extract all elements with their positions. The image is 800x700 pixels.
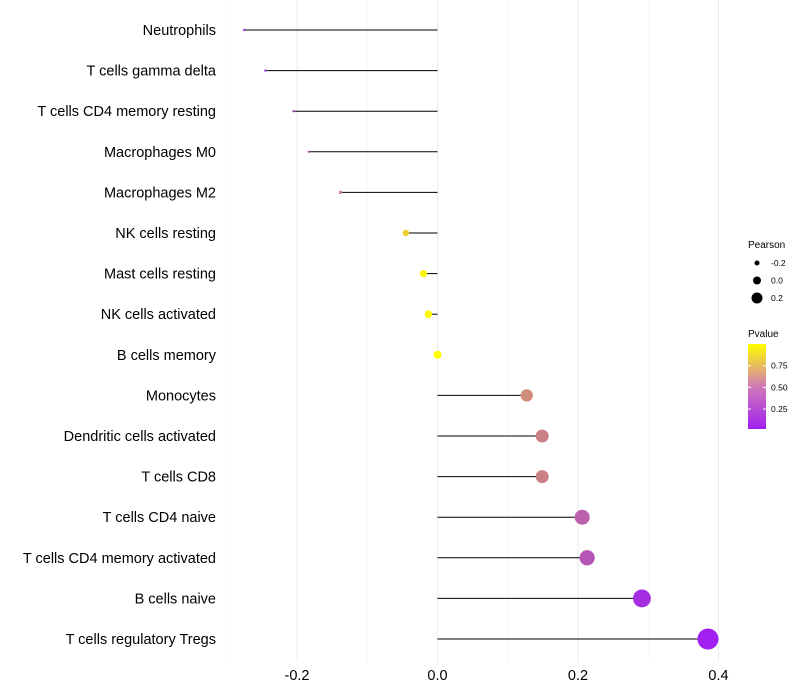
x-tick-label: -0.2 [285, 668, 310, 684]
legend: Pearson -0.2 0.0 0.2 Pvalue 0.75 0.50 0.25 [748, 240, 788, 429]
data-point [520, 389, 533, 402]
data-point [402, 229, 410, 237]
legend-color-title: Pvalue [748, 329, 779, 340]
category-label: B cells naive [135, 591, 216, 607]
data-point [574, 509, 590, 525]
legend-color-label: 0.25 [771, 404, 788, 414]
data-point [535, 470, 549, 484]
legend-color-label: 0.50 [771, 382, 788, 392]
legend-color-bar [748, 344, 766, 429]
marks: Neutrophils T cells gamma delta T cells CD… [23, 23, 719, 650]
data-point [632, 589, 651, 608]
category-label: T cells CD4 memory activated [23, 551, 216, 567]
category-label: NK cells resting [115, 226, 216, 242]
category-label: T cells CD4 memory resting [37, 104, 216, 120]
grid [226, 0, 719, 662]
x-tick-label: 0.4 [708, 668, 728, 684]
data-point [419, 269, 428, 278]
data-point [243, 28, 246, 32]
legend-size-label: 0.0 [771, 276, 783, 286]
legend-size-key [753, 276, 761, 285]
category-label: Neutrophils [143, 23, 216, 39]
data-point [579, 550, 595, 566]
category-label: Macrophages M0 [104, 145, 216, 161]
legend-size-label: 0.2 [771, 293, 783, 303]
category-label: Mast cells resting [104, 267, 216, 283]
category-label: Monocytes [146, 388, 216, 404]
data-point [307, 150, 311, 153]
data-point [292, 110, 295, 113]
legend-size-key [751, 292, 763, 304]
category-label: Macrophages M2 [104, 185, 216, 201]
data-point [338, 190, 343, 195]
data-point [424, 310, 433, 318]
legend-size-label: -0.2 [771, 258, 786, 268]
data-point [264, 69, 267, 72]
category-label: T cells regulatory Tregs [66, 632, 216, 648]
x-tick-label: 0.2 [568, 668, 588, 684]
category-label: Dendritic cells activated [64, 429, 216, 445]
category-label: NK cells activated [101, 307, 216, 323]
legend-size-title: Pearson [748, 240, 785, 251]
data-point [697, 628, 719, 650]
data-point [433, 350, 442, 359]
category-label: T cells CD8 [141, 470, 216, 486]
x-tick-label: 0.0 [427, 668, 447, 684]
category-label: T cells gamma delta [87, 64, 217, 80]
legend-size-key [754, 260, 760, 266]
legend-color-label: 0.75 [771, 361, 788, 371]
category-label: B cells memory [117, 348, 217, 364]
category-label: T cells CD4 naive [103, 510, 216, 526]
data-point [535, 429, 549, 443]
